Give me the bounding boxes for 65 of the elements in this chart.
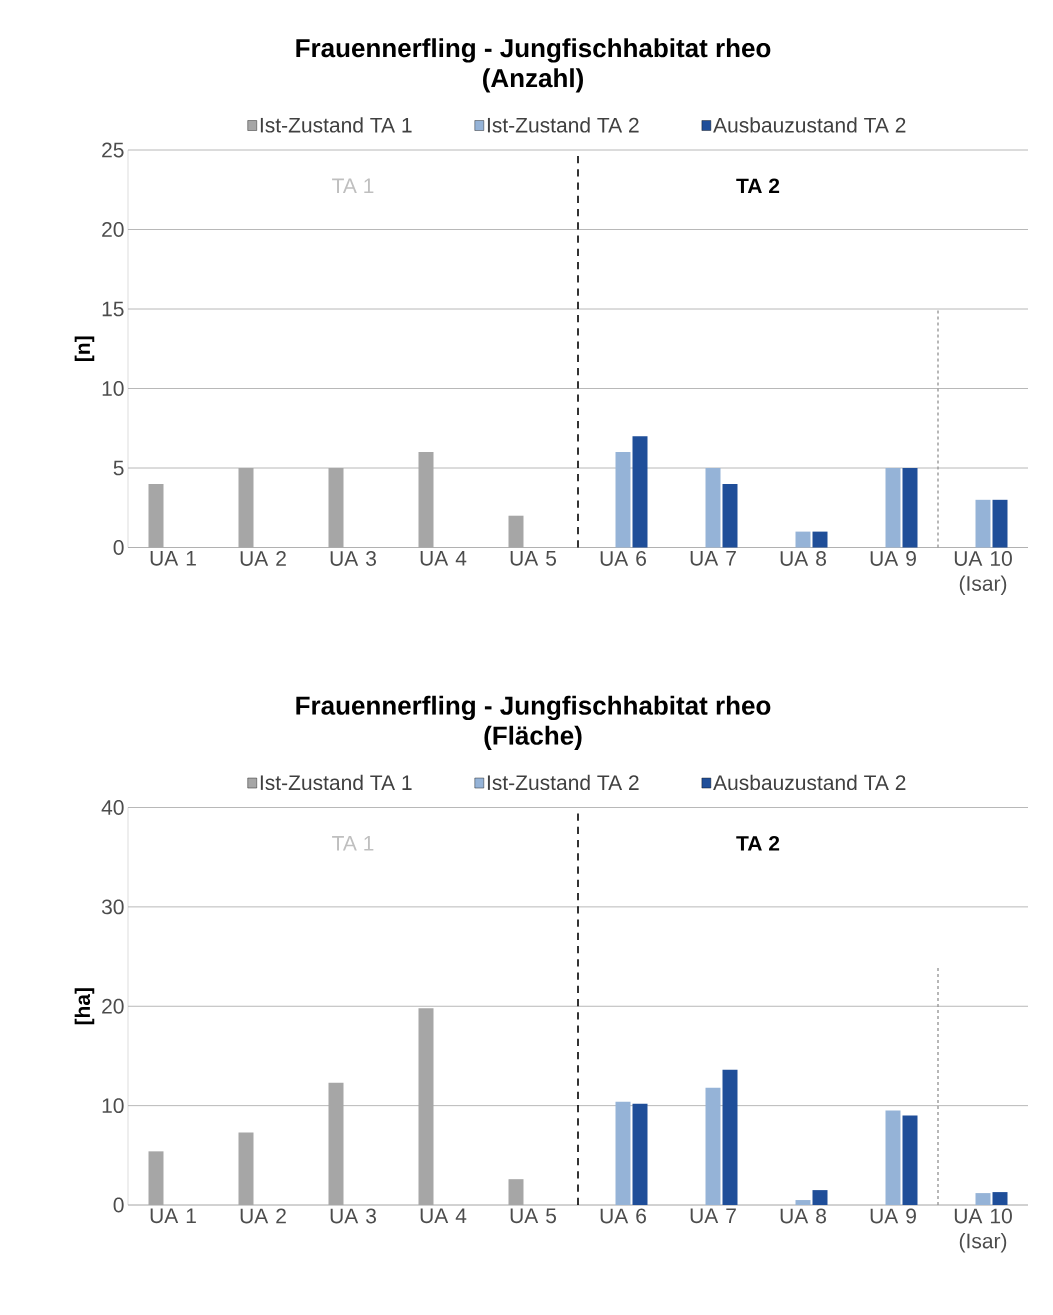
- y-tick-label: 40: [101, 800, 124, 815]
- x-tick-label: UA 1: [150, 1208, 196, 1224]
- x-tick-label: UA 1: [150, 551, 196, 566]
- bar: [975, 1193, 991, 1206]
- bar: [705, 1087, 721, 1206]
- x-tick-label: UA 3: [330, 551, 376, 566]
- y-tick-label: 15: [102, 301, 124, 317]
- annotation: TA 2: [736, 178, 780, 194]
- y-tick-label: 20: [102, 998, 124, 1014]
- x-tick-label: UA 7: [690, 1208, 736, 1224]
- legend-label: Ausbauzustand TA 2: [713, 117, 906, 133]
- legend-label: Ausbauzustand TA 2: [713, 774, 906, 791]
- y-tick-label: 0: [113, 540, 124, 555]
- x-tick-label: UA 10 (Isar): [954, 1208, 1012, 1253]
- bar: [722, 1069, 738, 1206]
- annotation: TA 1: [332, 178, 374, 194]
- bar: [902, 1115, 918, 1206]
- y-tick-label: 0: [113, 1197, 124, 1213]
- x-tick-label: UA 3: [330, 1208, 376, 1224]
- bar: [795, 531, 811, 548]
- bar: [885, 1110, 901, 1206]
- bar: [992, 499, 1008, 548]
- annotation: TA 2: [736, 835, 780, 851]
- bar: [722, 483, 738, 548]
- x-tick-label: UA 9: [870, 551, 916, 566]
- x-tick-label: UA 2: [240, 551, 286, 566]
- bar: [992, 1192, 1008, 1206]
- bar: [975, 499, 991, 548]
- bar: [902, 468, 918, 548]
- legend-label: Ist-Zustand TA 1: [260, 117, 412, 133]
- y-tick-label: 25: [102, 142, 124, 158]
- x-tick-label: UA 8: [780, 551, 826, 566]
- y-tick-label: 20: [102, 222, 124, 237]
- bar: [885, 468, 901, 548]
- chart-title: Frauennerfling - Jungfischhabitat rheo (Fläche): [296, 695, 771, 750]
- bar: [795, 1200, 811, 1206]
- bar: [705, 468, 721, 548]
- legend-label: Ist-Zustand TA 2: [487, 117, 639, 133]
- x-tick-label: UA 4: [420, 551, 467, 566]
- x-tick-label: UA 10 (Isar): [954, 551, 1012, 596]
- bar: [615, 452, 631, 548]
- x-tick-label: UA 7: [690, 551, 736, 566]
- bar: [812, 1190, 828, 1206]
- y-tick-label: 10: [102, 381, 124, 396]
- x-tick-label: UA 4: [420, 1208, 467, 1224]
- x-tick-label: UA 5: [510, 551, 557, 566]
- x-tick-label: UA 6: [600, 1208, 646, 1224]
- x-tick-label: UA 5: [510, 1208, 557, 1224]
- bar: [632, 1103, 648, 1206]
- bar: [812, 531, 828, 548]
- x-tick-label: UA 2: [240, 1208, 286, 1224]
- y-tick-label: 30: [101, 899, 124, 915]
- x-tick-label: UA 6: [600, 551, 646, 566]
- y-tick-label: 10: [102, 1098, 124, 1114]
- bar: [632, 436, 648, 548]
- y-axis-title: [n]: [74, 336, 95, 361]
- x-tick-label: UA 9: [870, 1208, 916, 1224]
- legend-label: Ist-Zustand TA 1: [260, 774, 412, 791]
- chart-title: Frauennerfling - Jungfischhabitat rheo (Anzahl): [296, 38, 771, 93]
- bar: [615, 1101, 631, 1206]
- y-axis-title: [ha]: [74, 988, 95, 1025]
- y-tick-label: 5: [113, 460, 124, 476]
- x-tick-label: UA 8: [780, 1208, 826, 1224]
- annotation: TA 1: [332, 836, 374, 851]
- legend-label: Ist-Zustand TA 2: [487, 774, 639, 791]
